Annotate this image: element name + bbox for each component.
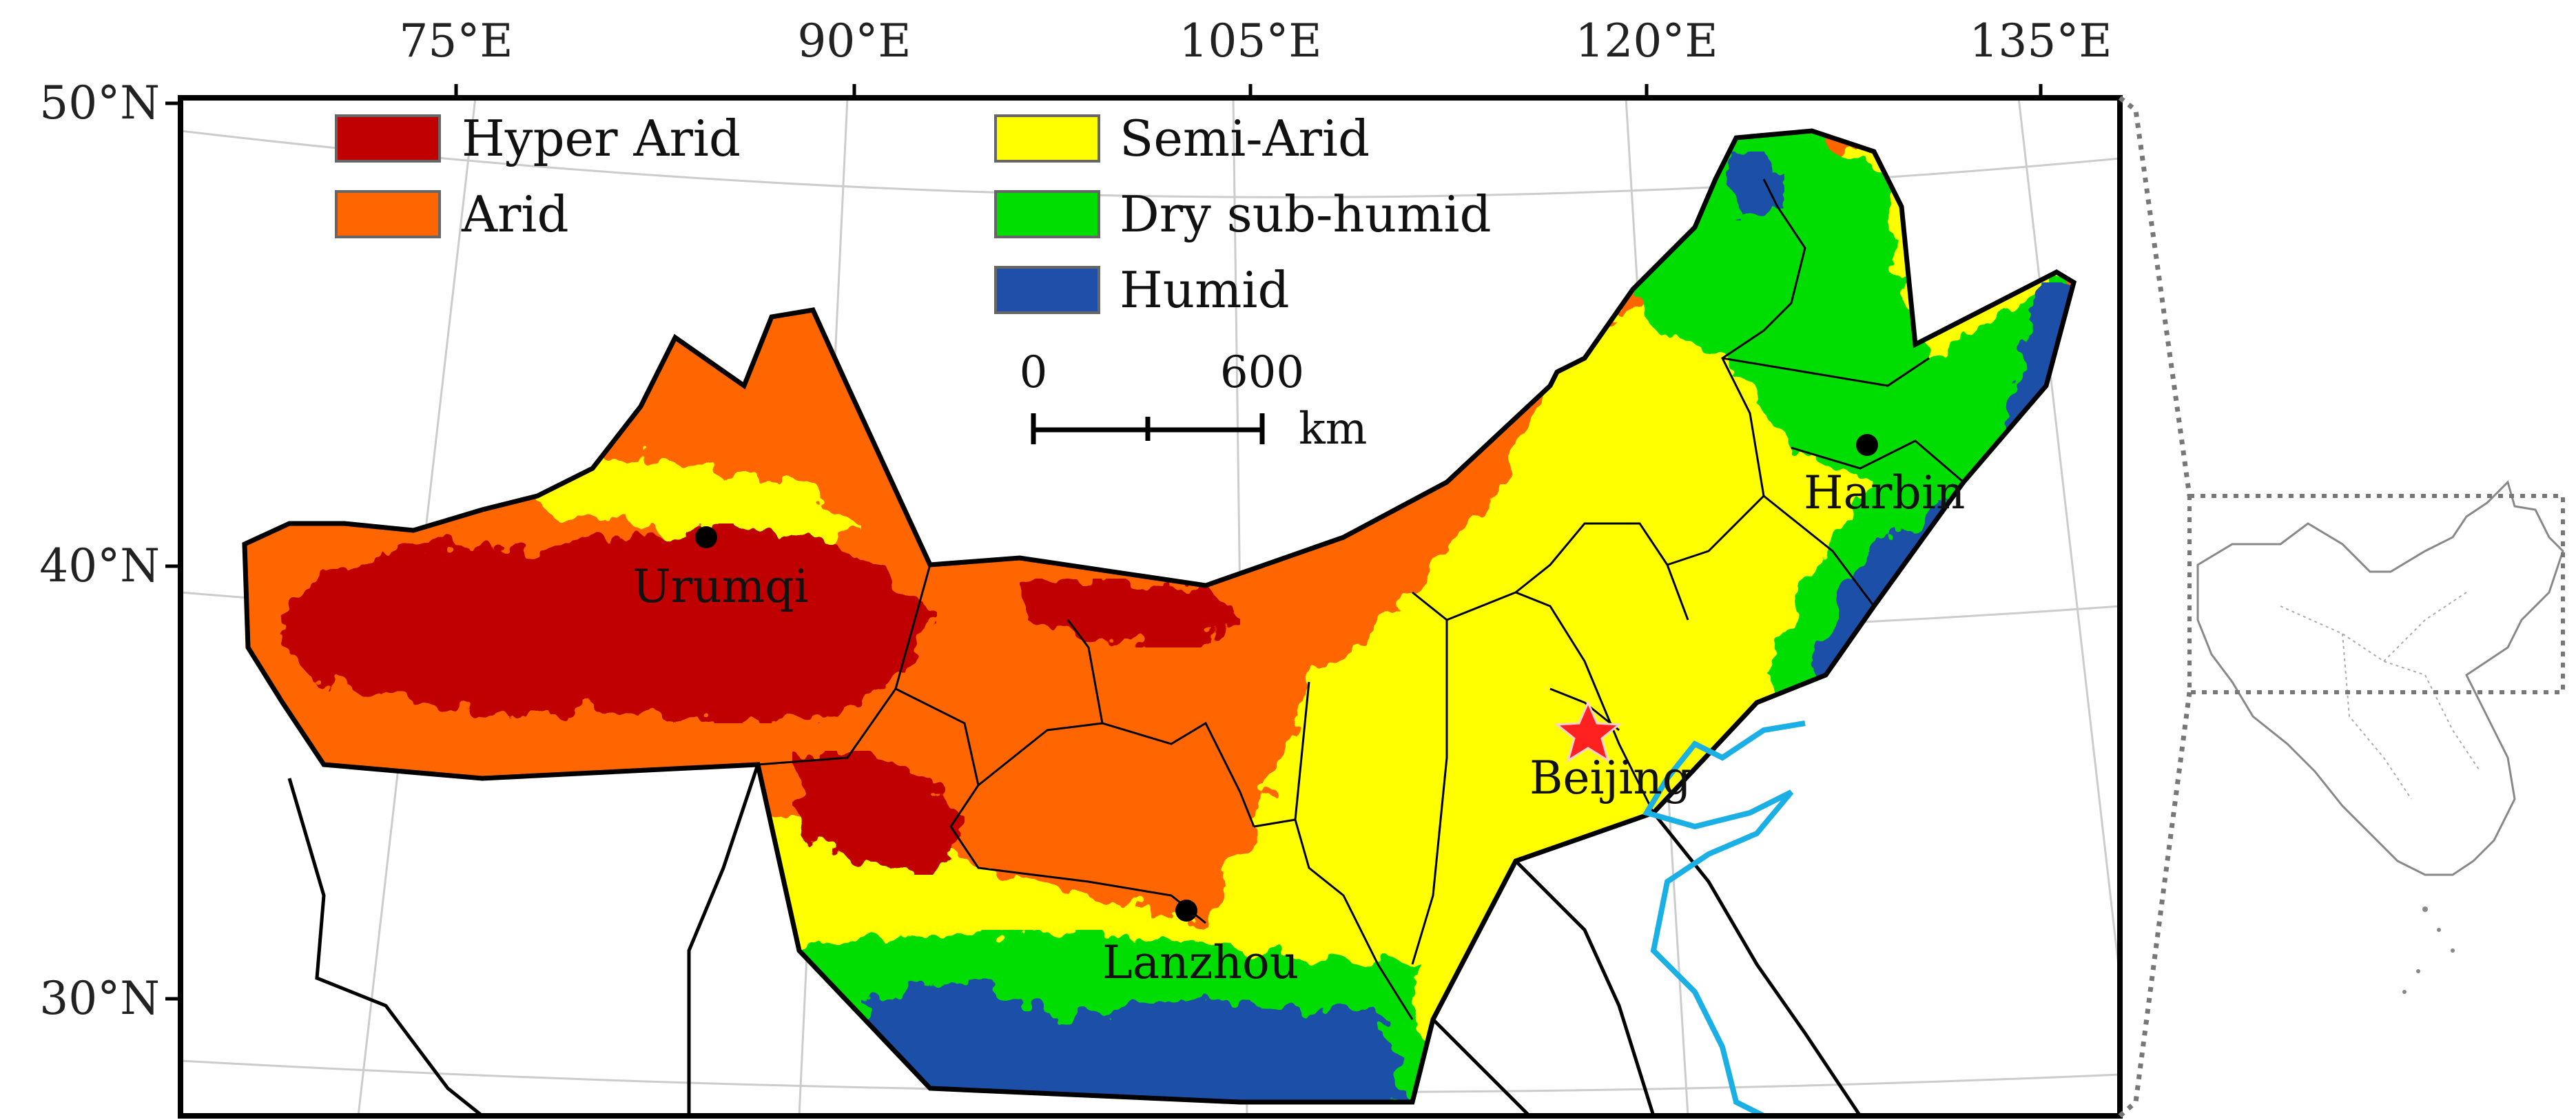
zone-humid-south xyxy=(861,978,1412,1102)
city-label-urumqi: Urumqi xyxy=(632,560,809,613)
legend-swatch-hyper-arid xyxy=(335,114,441,163)
longitude-label-105e: 105°E xyxy=(1179,14,1321,68)
cities: Urumqi Harbin Beijing Lanzhou xyxy=(632,434,1965,989)
china-locator-map-icon xyxy=(2187,480,2565,994)
scale-bar-unit: km xyxy=(1299,404,1367,455)
latitude-label-50n: 50°N xyxy=(39,76,160,129)
longitude-label-90e: 90°E xyxy=(797,14,911,68)
zone-hyper-arid-qaidam xyxy=(792,751,965,875)
legend: Hyper Arid Arid Semi-Arid Dry sub-humid … xyxy=(335,110,1492,319)
legend-label-arid: Arid xyxy=(461,185,569,243)
legend-label-semi-arid: Semi-Arid xyxy=(1120,110,1370,167)
city-marker-urumqi xyxy=(695,526,717,548)
legend-swatch-dry-sub-humid xyxy=(994,190,1100,238)
legend-swatch-humid xyxy=(994,266,1100,314)
latitude-label-30n: 30°N xyxy=(39,972,160,1025)
city-label-lanzhou: Lanzhou xyxy=(1102,936,1299,989)
scale-bar-start-label: 0 xyxy=(1020,347,1048,398)
legend-label-dry-sub-humid: Dry sub-humid xyxy=(1120,185,1492,243)
city-marker-harbin xyxy=(1856,434,1878,456)
latitude-ticks xyxy=(165,101,181,1001)
city-marker-lanzhou xyxy=(1175,900,1197,922)
legend-swatch-semi-arid xyxy=(994,114,1100,163)
scale-bar-end-label: 600 xyxy=(1220,347,1304,398)
city-label-harbin: Harbin xyxy=(1804,466,1965,519)
longitude-ticks xyxy=(454,84,2043,98)
legend-swatch-arid xyxy=(335,190,441,238)
city-label-beijing: Beijing xyxy=(1529,751,1691,805)
map-frame xyxy=(178,95,2123,1119)
coastline xyxy=(1642,720,1806,1116)
province-boundaries xyxy=(757,178,1964,1020)
longitude-label-120e: 120°E xyxy=(1575,14,1718,68)
zone-humid-north xyxy=(1722,152,1784,220)
legend-label-hyper-arid: Hyper Arid xyxy=(462,110,741,167)
longitude-label-75e: 75°E xyxy=(399,14,513,68)
surrounding-borders xyxy=(287,764,1862,1116)
city-marker-beijing-star xyxy=(1554,700,1622,763)
zone-hyper-arid-tarim xyxy=(276,523,937,723)
inset-connector-lines xyxy=(2118,96,2192,1118)
latitude-label-40n: 40°N xyxy=(39,539,160,592)
inset-china-outline xyxy=(2196,480,2564,876)
legend-label-humid: Humid xyxy=(1120,261,1290,319)
scale-bar: 0 600 km xyxy=(1020,347,1368,455)
study-area-outline xyxy=(242,128,2077,1105)
longitude-label-135e: 135°E xyxy=(1969,14,2112,68)
